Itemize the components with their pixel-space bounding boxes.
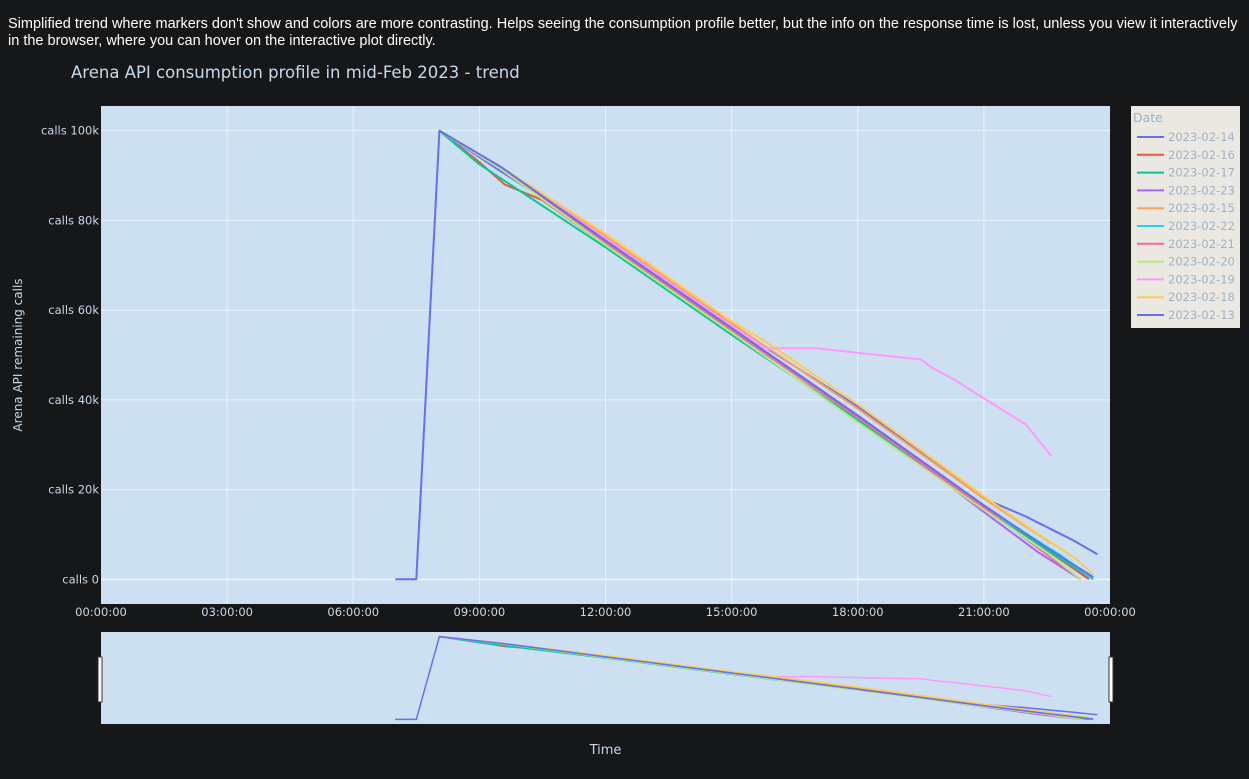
y-tick-label: calls 80k <box>48 213 99 227</box>
legend-label: 2023-02-13 <box>1168 308 1235 322</box>
range-slider-left-handle[interactable] <box>97 656 103 703</box>
chart-title: Arena API consumption profile in mid-Feb… <box>71 63 520 82</box>
legend-item[interactable]: 2023-02-23 <box>1137 183 1235 197</box>
x-tick-label: 15:00:00 <box>706 605 758 619</box>
legend-item[interactable]: 2023-02-17 <box>1137 166 1235 180</box>
legend-item[interactable]: 2023-02-19 <box>1137 272 1235 286</box>
y-tick-label: calls 40k <box>48 393 99 407</box>
legend-label: 2023-02-23 <box>1168 183 1235 197</box>
legend-label: 2023-02-17 <box>1168 166 1235 180</box>
x-tick-label: 12:00:00 <box>580 605 632 619</box>
legend-label: 2023-02-15 <box>1168 201 1235 215</box>
range-slider-right-handle[interactable] <box>1108 656 1114 703</box>
range-slider-lines <box>395 635 1098 721</box>
legend-item[interactable]: 2023-02-21 <box>1137 237 1235 251</box>
legend-label: 2023-02-20 <box>1168 255 1235 269</box>
series-lines <box>395 129 1098 581</box>
legend-label: 2023-02-18 <box>1168 290 1235 304</box>
legend: Date 2023-02-142023-02-162023-02-172023-… <box>1131 106 1240 328</box>
legend-label: 2023-02-19 <box>1168 272 1235 286</box>
legend-item[interactable]: 2023-02-18 <box>1137 290 1235 304</box>
x-tick-label: 06:00:00 <box>327 605 379 619</box>
legend-label: 2023-02-22 <box>1168 219 1235 233</box>
legend-item[interactable]: 2023-02-14 <box>1137 130 1235 144</box>
x-tick-label: 00:00:00 <box>1084 605 1136 619</box>
legend-item[interactable]: 2023-02-22 <box>1137 219 1235 233</box>
legend-item[interactable]: 2023-02-15 <box>1137 201 1235 215</box>
y-tick-labels: calls 0 calls 20k calls 40k calls 60k calls … <box>41 124 99 587</box>
legend-label: 2023-02-16 <box>1168 148 1235 162</box>
x-axis-label: Time <box>589 743 622 758</box>
legend-label: 2023-02-21 <box>1168 237 1235 251</box>
series-line-2023-02-20 <box>438 129 1082 581</box>
legend-box <box>1131 106 1240 328</box>
y-tick-label: calls 0 <box>62 572 99 586</box>
legend-label: 2023-02-14 <box>1168 130 1235 144</box>
series-line-2023-02-13 <box>395 129 1094 581</box>
y-axis-label: Arena API remaining calls <box>11 278 25 431</box>
y-tick-label: calls 60k <box>48 303 99 317</box>
legend-title: Date <box>1133 110 1163 125</box>
description-text: Simplified trend where markers don't sho… <box>8 16 1238 49</box>
x-tick-label: 18:00:00 <box>832 605 884 619</box>
x-tick-label: 09:00:00 <box>454 605 506 619</box>
y-tick-label: calls 100k <box>41 124 99 138</box>
series-line-2023-02-18 <box>438 129 1094 576</box>
x-tick-labels: 00:00:00 03:00:00 06:00:00 09:00:00 12:00:00… <box>75 605 1136 619</box>
y-tick-label: calls 20k <box>48 483 99 497</box>
x-tick-label: 03:00:00 <box>201 605 253 619</box>
series-line-2023-02-19 <box>438 129 1052 457</box>
legend-items: 2023-02-14 2023-02-16 2023-02-17 2023-02-23… <box>1137 130 1235 322</box>
x-tick-label: 00:00:00 <box>75 605 127 619</box>
x-tick-label: 21:00:00 <box>958 605 1010 619</box>
legend-item[interactable]: 2023-02-13 <box>1137 308 1235 322</box>
slider-line-2023-02-13 <box>395 635 1094 721</box>
range-slider[interactable] <box>101 632 1110 724</box>
gridlines <box>101 106 1110 604</box>
legend-item[interactable]: 2023-02-20 <box>1137 255 1235 269</box>
legend-item[interactable]: 2023-02-16 <box>1137 148 1235 162</box>
